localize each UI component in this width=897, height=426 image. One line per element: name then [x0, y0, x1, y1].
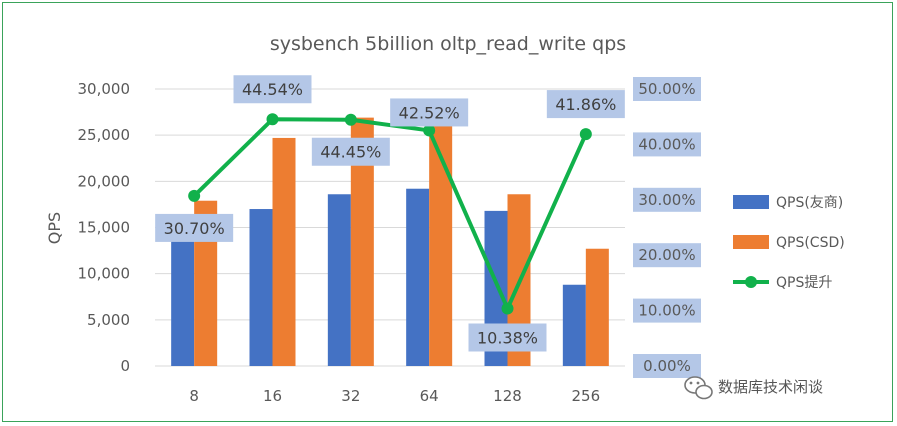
x-tick-label: 32	[341, 387, 360, 405]
y-axis-title: QPS	[45, 212, 64, 244]
watermark: 数据库技术闲谈	[684, 376, 823, 400]
legend-label: QPS(CSD)	[776, 235, 845, 251]
bar	[272, 137, 296, 366]
bar	[249, 209, 273, 366]
x-tick-label: 128	[493, 387, 522, 405]
data-label: 30.70%	[164, 219, 225, 238]
y2-tick-background	[633, 243, 701, 268]
x-tick-label: 16	[263, 387, 282, 405]
y2-tick-label: 20.00%	[638, 246, 695, 264]
y-tick-label: 0	[120, 357, 130, 375]
y2-tick-label: 50.00%	[638, 80, 695, 98]
watermark-text: 数据库技术闲谈	[718, 378, 823, 396]
y-tick-label: 30,000	[78, 80, 131, 98]
data-label: 42.52%	[399, 103, 460, 122]
legend-label: QPS(友商)	[776, 195, 843, 211]
y-tick-label: 25,000	[78, 126, 131, 144]
bar	[171, 239, 195, 366]
data-label-background	[311, 137, 390, 166]
bars	[171, 113, 609, 367]
bar	[585, 248, 609, 366]
bar	[327, 194, 351, 366]
y-tick-label: 15,000	[78, 219, 131, 237]
y2-tick-background	[633, 187, 701, 212]
growth-point	[266, 113, 279, 126]
data-label-background	[390, 98, 469, 127]
y2-tick-label: 10.00%	[638, 302, 695, 320]
growth-point	[423, 124, 436, 137]
bar	[406, 188, 430, 366]
growth-series-line	[192, 117, 588, 311]
data-label: 44.45%	[320, 143, 381, 162]
x-tick-label: 64	[420, 387, 439, 405]
data-label: 44.54%	[242, 80, 303, 99]
data-label: 10.38%	[477, 328, 538, 347]
y-tick-label: 10,000	[78, 265, 131, 283]
y2-tick-background	[633, 77, 701, 101]
y2-tick-label: 0.00%	[643, 357, 691, 375]
data-labels: 30.70% 44.54% 44.45% 42.52% 10.38% 41.86%	[155, 75, 625, 352]
data-label-background	[233, 75, 312, 104]
y-tick-label: 20,000	[78, 172, 131, 190]
y2-tick-label: 30.00%	[638, 191, 695, 209]
data-label-background	[155, 213, 234, 242]
growth-point	[501, 302, 514, 315]
growth-line	[188, 113, 592, 315]
y2-tick-background	[633, 354, 701, 378]
data-label-background	[546, 90, 625, 119]
gridlines	[155, 88, 625, 367]
y2-tick-background	[633, 132, 701, 157]
wechat-icon	[684, 376, 713, 400]
legend-swatch	[733, 195, 769, 209]
data-label-background	[468, 323, 547, 352]
growth-point	[188, 189, 201, 202]
bar	[194, 200, 218, 366]
x-tick-label: 256	[572, 387, 601, 405]
growth-point	[344, 113, 357, 126]
bar	[429, 113, 453, 367]
growth-point	[579, 128, 592, 141]
bar	[562, 284, 586, 366]
y-tick-label: 5,000	[87, 311, 130, 329]
bar	[350, 117, 374, 366]
legend-marker	[745, 276, 757, 288]
legend: QPS(友商) QPS(CSD) QPS提升	[733, 195, 845, 291]
y2-tick-background	[633, 298, 701, 323]
legend-label: QPS提升	[776, 275, 832, 291]
chart-title: sysbench 5billion oltp_read_write qps	[270, 33, 626, 55]
legend-swatch	[733, 235, 769, 249]
data-label: 41.86%	[555, 95, 616, 114]
y2-tick-label: 40.00%	[638, 135, 695, 153]
x-tick-label: 8	[189, 387, 199, 405]
tick-labels: 0 5,000 10,000 15,000 20,000 25,000 30,000 0.00…	[78, 77, 701, 405]
